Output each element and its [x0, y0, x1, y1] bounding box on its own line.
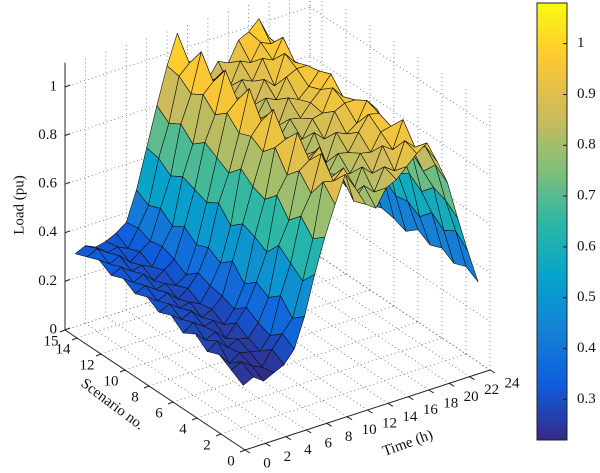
x-tick-label: 24 [505, 375, 521, 391]
y-tick [239, 449, 246, 453]
grid-line [64, 6, 311, 88]
colorbar-tick-label: 0.5 [577, 289, 596, 305]
x-tick-label: 4 [304, 442, 312, 458]
y-tick-label: 14 [56, 341, 72, 357]
x-tick-label: 16 [423, 402, 439, 418]
colorbar-tick-label: 0.6 [577, 238, 596, 254]
x-tick-label: 22 [484, 382, 499, 398]
y-tick [191, 417, 198, 421]
x-tick [448, 382, 455, 387]
x-tick [244, 449, 251, 454]
x-tick [489, 369, 496, 374]
z-tick-label: 0.4 [38, 224, 57, 240]
x-axis-label: Time (h) [380, 427, 435, 460]
x-tick-label: 12 [382, 415, 397, 431]
grid-line [105, 316, 287, 437]
x-tick-label: 20 [464, 389, 479, 405]
y-tick [59, 329, 66, 333]
x-tick [326, 422, 332, 427]
colorbar-tick-label: 0.4 [577, 340, 596, 356]
z-tick [64, 181, 71, 185]
y-axis [64, 329, 246, 451]
grid-line [85, 323, 266, 444]
z-tick-label: 0.6 [38, 176, 57, 192]
grid-line [309, 6, 491, 128]
surface-patch [230, 361, 254, 386]
y-tick-label: 2 [203, 437, 211, 453]
z-tick-label: 0.8 [38, 127, 57, 143]
x-tick [346, 416, 353, 421]
grid-line [309, 249, 491, 371]
x-tick-label: 10 [362, 422, 377, 438]
y-tick-label: 8 [131, 389, 139, 405]
y-tick-label: 0 [227, 453, 235, 469]
x-tick [408, 396, 414, 401]
colorbar-tick-label: 1 [577, 35, 585, 51]
z-tick [64, 84, 71, 88]
y-tick-label: 15 [44, 333, 59, 349]
y-tick [71, 337, 78, 341]
z-tick [64, 230, 71, 234]
z-tick [64, 327, 71, 331]
grid-line [289, 256, 470, 377]
y-tick [143, 385, 150, 389]
z-tick-label: 0.2 [38, 273, 57, 289]
grid-line [309, 201, 491, 322]
axes [59, 62, 496, 454]
y-tick [95, 353, 102, 357]
z-tick [64, 278, 71, 282]
colorbar-tick-label: 0.3 [577, 391, 596, 407]
x-tick [469, 376, 475, 381]
x-tick-label: 18 [443, 395, 458, 411]
z-tick [64, 133, 71, 137]
y-tick-label: 6 [155, 405, 163, 421]
x-tick-label: 2 [284, 449, 292, 465]
grid-line [309, 55, 491, 176]
y-tick-label: 10 [104, 373, 119, 389]
x-tick [305, 429, 312, 434]
surface [74, 18, 479, 386]
y-tick [119, 369, 126, 373]
x-tick-label: 0 [263, 455, 271, 471]
y-tick-label: 12 [80, 357, 95, 373]
colorbar [536, 2, 568, 441]
x-tick-label: 14 [402, 409, 418, 425]
grid-line [126, 309, 307, 431]
z-tick-label: 0 [50, 321, 58, 337]
colorbar-tick-label: 0.9 [577, 86, 596, 102]
x-tick [387, 402, 394, 407]
y-tick-label: 4 [179, 421, 187, 437]
x-tick [265, 442, 271, 447]
grid-line [172, 321, 419, 403]
x-tick [285, 436, 292, 441]
z-tick-label: 1 [50, 78, 58, 94]
x-tick-label: 8 [345, 429, 353, 445]
grid-line [220, 353, 467, 435]
y-tick [167, 401, 174, 405]
colorbar-tick-label: 0.8 [577, 137, 596, 153]
y-tick [215, 433, 222, 437]
x-tick [367, 409, 373, 414]
grid-line [196, 337, 443, 419]
z-axis-label: Load (pu) [11, 175, 27, 235]
x-tick [428, 389, 435, 394]
colorbar-tick-label: 0.7 [577, 188, 596, 204]
x-tick-label: 6 [325, 435, 333, 451]
